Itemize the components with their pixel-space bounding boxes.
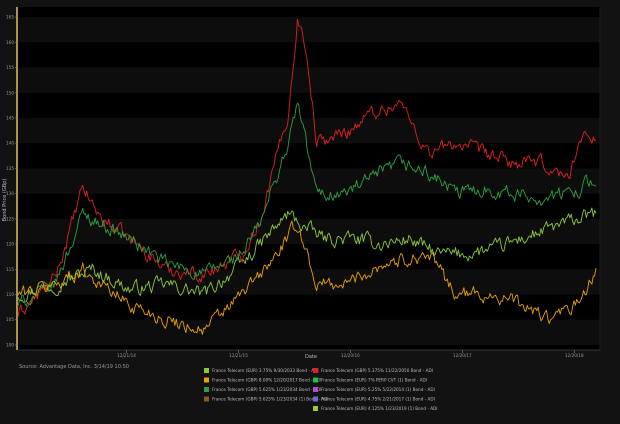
legend-label: France Telecom (GBP) 5.625% 1/23/2034 Bo… (212, 387, 321, 392)
legend-swatch (204, 396, 209, 402)
y-tick-label: 100 (6, 342, 14, 347)
series-line (17, 220, 597, 335)
x-tick-label: 12/21/15 (229, 353, 248, 358)
legend-label: France Telecom (EUR) 7% PERP CVT (1) Bon… (321, 378, 427, 383)
legend-swatch (313, 396, 318, 402)
legend-label: France Telecom (EUR) 4.75% 2/21/2017 (1)… (321, 397, 435, 402)
x-tick-label: 12/21/14 (117, 353, 136, 358)
grid-band (18, 168, 600, 194)
y-tick-label: 155 (6, 65, 14, 70)
y-axis-label: Bond Price (GBp) (2, 179, 8, 222)
y-tick-label: 130 (6, 191, 14, 196)
legend-swatch (313, 387, 318, 392)
y-tick-label: 125 (6, 216, 14, 221)
legend-label: France Telecom (GBP) 5.625% 1/23/2034 (1… (212, 397, 329, 402)
series-line (17, 207, 597, 303)
y-tick-label: 120 (6, 242, 14, 247)
grid-band (18, 17, 600, 43)
y-tick-label: 105 (6, 317, 14, 322)
legend-label: France Telecom (EUR) 5.25% 5/22/2014 (1)… (321, 387, 435, 392)
legend-label: France Telecom (GBP) 5.375% 11/22/2050 B… (321, 368, 433, 373)
y-tick-label: 150 (6, 90, 14, 95)
y-tick-label: 145 (6, 115, 14, 120)
legend-label: France Telecom (EUR) 3.75% 9/30/2033 Bon… (212, 368, 319, 373)
grid-band (18, 269, 600, 295)
y-tick-label: 140 (6, 141, 14, 146)
legend-swatch (313, 377, 318, 383)
series-line (17, 102, 597, 307)
legend: France Telecom (EUR) 3.75% 9/30/2033 Bon… (204, 368, 438, 411)
x-tick-label: 12/20/17 (453, 353, 472, 358)
grid-band (18, 319, 600, 345)
y-tick-label: 160 (6, 40, 14, 45)
y-tick-label: 135 (6, 166, 14, 171)
legend-swatch (204, 377, 209, 383)
legend-swatch (313, 406, 318, 411)
series-layer (17, 18, 597, 335)
grid-band (18, 117, 600, 144)
y-tick-label: 115 (6, 267, 14, 272)
x-axis-label: Date (305, 354, 317, 360)
legend-swatch (204, 368, 209, 373)
x-tick-label: 12/20/16 (341, 353, 360, 358)
series-line (17, 18, 597, 317)
x-tick-label: 12/20/18 (565, 353, 584, 358)
y-tick-label: 110 (6, 292, 14, 297)
axis-labels: Date Bond Price (GBp) Source: Advantage … (2, 179, 317, 370)
axes: 100 105 110 115 120 125 130 135 140 145 150 155 160 1… (6, 7, 601, 358)
source-note: Source: Advantage Data, Inc. 3/14/19 10:… (19, 364, 129, 370)
legend-label: France Telecom (GBP) 8.00% 12/20/2017 Bo… (212, 378, 321, 383)
y-tick-label: 165 (6, 15, 14, 20)
legend-label: France Telecom (EUR) 4.125% 1/23/2019 (1… (321, 406, 438, 411)
legend-swatch (204, 387, 209, 392)
legend-swatch (313, 368, 318, 373)
